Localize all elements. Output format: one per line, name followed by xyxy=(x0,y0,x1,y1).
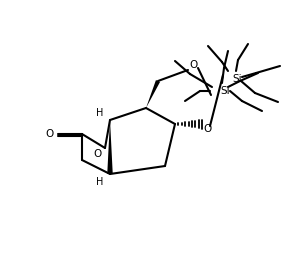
Text: O: O xyxy=(94,149,102,159)
Text: O: O xyxy=(190,60,198,70)
Text: H: H xyxy=(96,108,104,118)
Text: Si: Si xyxy=(232,74,242,84)
Polygon shape xyxy=(146,80,160,108)
Text: Si: Si xyxy=(220,86,230,96)
Polygon shape xyxy=(107,120,113,174)
Text: O: O xyxy=(46,129,54,139)
Text: H: H xyxy=(96,177,104,187)
Text: O: O xyxy=(204,124,212,134)
